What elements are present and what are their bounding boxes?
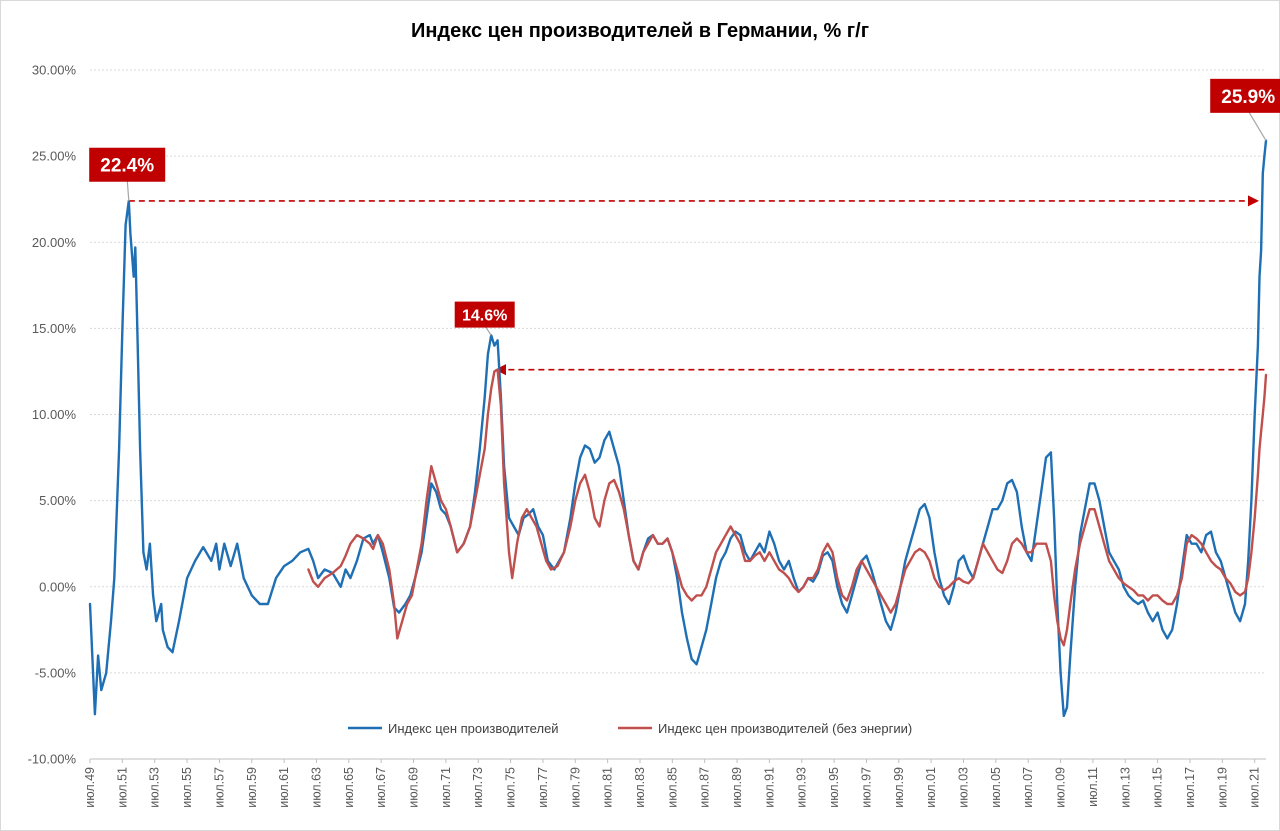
series-lines: [88, 139, 1268, 718]
y-tick-label: 25.00%: [32, 149, 77, 164]
x-tick-label: июл.77: [536, 767, 550, 808]
callout-label: 25.9%: [1221, 87, 1275, 108]
x-tick-label: июл.01: [924, 767, 938, 808]
y-tick-label: -5.00%: [35, 665, 77, 680]
legend: Индекс цен производителей Индекс цен прои…: [348, 721, 912, 736]
x-axis: июл.49 июл.51 июл.53 июл.55 июл.57 июл.59 июл.…: [83, 758, 1266, 808]
y-axis: 30.00% 25.00% 20.00% 15.00% 10.00% 5.00% 0.00%…: [28, 63, 77, 767]
x-tick-label: июл.57: [212, 767, 226, 808]
x-tick-label: июл.65: [342, 767, 356, 808]
x-tick-label: июл.55: [180, 767, 194, 808]
callout-box: [1210, 78, 1280, 113]
reference-arrows: [128, 195, 1265, 376]
callout-2: 14.6%: [454, 301, 515, 336]
callout-box: [89, 147, 166, 182]
x-tick-label: июл.67: [374, 767, 388, 808]
x-tick-label: июл.11: [1086, 767, 1100, 807]
x-tick-label: июл.93: [795, 767, 809, 808]
x-tick-label: июл.19: [1215, 767, 1229, 808]
x-tick-label: июл.81: [601, 767, 615, 808]
x-tick-label: июл.49: [83, 767, 97, 808]
gridlines: [90, 69, 1266, 760]
x-tick-label: июл.99: [892, 767, 906, 808]
y-tick-label: 20.00%: [32, 235, 77, 250]
x-tick-label: июл.61: [277, 767, 291, 808]
series-line-1: [88, 139, 1268, 718]
x-tick-label: июл.97: [859, 767, 873, 808]
y-tick-label: 10.00%: [32, 407, 77, 422]
callout-1: 22.4%: [89, 147, 166, 201]
x-tick-label: июл.51: [115, 767, 129, 808]
x-tick-label: июл.53: [148, 767, 162, 808]
x-tick-label: июл.59: [245, 767, 259, 808]
y-tick-label: 0.00%: [39, 579, 76, 594]
callout-leader: [1247, 110, 1267, 141]
callouts: 22.4% 14.6% 25.9%: [89, 78, 1280, 336]
legend-label: Индекс цен производителей: [388, 721, 559, 736]
x-tick-label: июл.75: [504, 767, 518, 808]
x-tick-label: июл.17: [1183, 767, 1197, 808]
x-tick-label: июл.03: [957, 767, 971, 808]
y-tick-label: 5.00%: [39, 493, 76, 508]
y-tick-label: -10.00%: [28, 752, 77, 767]
callout-leader: [126, 179, 130, 201]
callout-label: 22.4%: [100, 156, 154, 177]
legend-label: Индекс цен производителей (без энергии): [658, 721, 912, 736]
x-tick-label: июл.05: [989, 767, 1003, 808]
x-tick-label: июл.89: [730, 767, 744, 808]
legend-item-2: Индекс цен производителей (без энергии): [618, 721, 912, 736]
x-tick-label: июл.87: [698, 767, 712, 808]
callout-box: [454, 301, 515, 328]
x-tick-label: июл.69: [407, 767, 421, 808]
x-tick-label: июл.79: [568, 767, 582, 808]
x-tick-label: июл.91: [762, 767, 776, 808]
x-tick-label: июл.63: [309, 767, 323, 808]
x-tick-label: июл.71: [439, 767, 453, 808]
chart-title: Индекс цен производителей в Германии, % …: [410, 20, 870, 42]
x-tick-label: июл.13: [1118, 767, 1132, 808]
x-tick-label: июл.73: [471, 767, 485, 808]
legend-item-1: Индекс цен производителей: [348, 721, 559, 736]
x-tick-label: июл.85: [665, 767, 679, 808]
x-tick-label: июл.83: [633, 767, 647, 808]
x-tick-label: июл.09: [1054, 767, 1068, 808]
x-tick-label: июл.15: [1151, 767, 1165, 808]
callout-3: 25.9%: [1210, 78, 1280, 141]
x-tick-label: июл.07: [1021, 767, 1035, 808]
callout-label: 14.6%: [462, 308, 507, 325]
y-tick-label: 30.00%: [32, 63, 77, 78]
y-tick-label: 15.00%: [32, 321, 77, 336]
x-tick-label: июл.21: [1248, 767, 1262, 808]
x-tick-label: июл.95: [827, 767, 841, 808]
series-line-2: [307, 368, 1268, 647]
